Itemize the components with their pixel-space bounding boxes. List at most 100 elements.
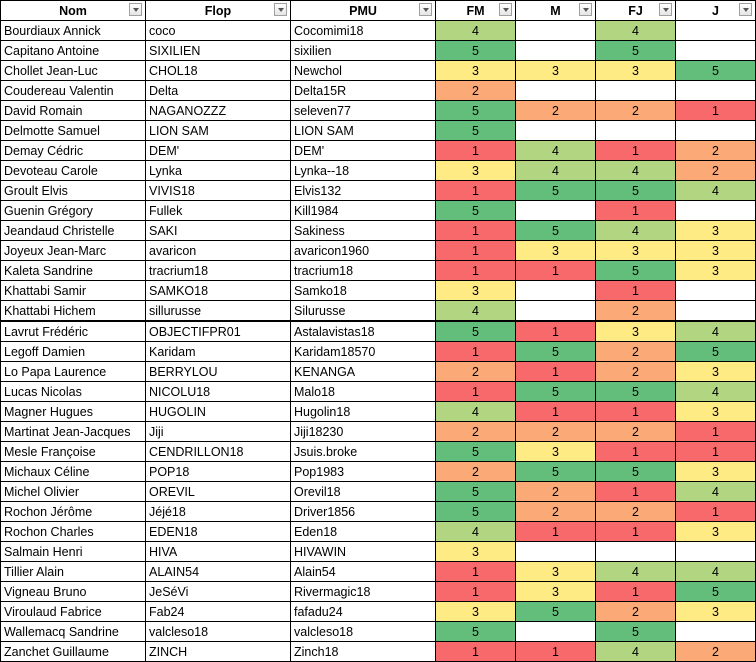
cell-m[interactable]: 2 bbox=[515, 501, 596, 522]
cell-pmu[interactable]: LION SAM bbox=[290, 120, 436, 141]
cell-nom[interactable]: Salmain Henri bbox=[0, 541, 146, 562]
cell-nom[interactable]: Tillier Alain bbox=[0, 561, 146, 582]
cell-pmu[interactable]: Jiji18230 bbox=[290, 421, 436, 442]
cell-nom[interactable]: Wallemacq Sandrine bbox=[0, 621, 146, 642]
cell-j[interactable]: 2 bbox=[675, 160, 756, 181]
cell-m[interactable]: 1 bbox=[515, 401, 596, 422]
cell-j[interactable] bbox=[675, 200, 756, 221]
cell-m[interactable]: 3 bbox=[515, 60, 596, 81]
cell-j[interactable] bbox=[675, 621, 756, 642]
cell-m[interactable]: 1 bbox=[515, 361, 596, 382]
cell-fj[interactable]: 2 bbox=[595, 341, 676, 362]
cell-j[interactable] bbox=[675, 20, 756, 41]
cell-j[interactable]: 3 bbox=[675, 601, 756, 622]
cell-j[interactable]: 4 bbox=[675, 381, 756, 402]
cell-fj[interactable]: 5 bbox=[595, 381, 676, 402]
cell-nom[interactable]: Jeandaud Christelle bbox=[0, 220, 146, 241]
cell-fj[interactable]: 5 bbox=[595, 461, 676, 482]
cell-flop[interactable]: JeSéVi bbox=[145, 581, 291, 602]
cell-fm[interactable]: 5 bbox=[435, 320, 516, 342]
cell-m[interactable] bbox=[515, 120, 596, 141]
cell-fj[interactable]: 1 bbox=[595, 200, 676, 221]
cell-nom[interactable]: Khattabi Samir bbox=[0, 280, 146, 301]
cell-fj[interactable]: 4 bbox=[595, 20, 676, 41]
cell-fj[interactable]: 2 bbox=[595, 361, 676, 382]
cell-j[interactable]: 2 bbox=[675, 641, 756, 662]
cell-m[interactable]: 3 bbox=[515, 240, 596, 261]
cell-flop[interactable]: CENDRILLON18 bbox=[145, 441, 291, 462]
cell-nom[interactable]: Legoff Damien bbox=[0, 341, 146, 362]
cell-pmu[interactable]: Sakiness bbox=[290, 220, 436, 241]
cell-fm[interactable]: 1 bbox=[435, 260, 516, 281]
cell-m[interactable]: 5 bbox=[515, 601, 596, 622]
cell-fj[interactable]: 1 bbox=[595, 521, 676, 542]
cell-j[interactable]: 3 bbox=[675, 401, 756, 422]
cell-nom[interactable]: David Romain bbox=[0, 100, 146, 121]
cell-fj[interactable]: 1 bbox=[595, 401, 676, 422]
cell-j[interactable]: 2 bbox=[675, 140, 756, 161]
cell-flop[interactable]: Karidam bbox=[145, 341, 291, 362]
cell-fm[interactable]: 4 bbox=[435, 521, 516, 542]
cell-pmu[interactable]: Karidam18570 bbox=[290, 341, 436, 362]
cell-pmu[interactable]: Driver1856 bbox=[290, 501, 436, 522]
filter-dropdown-icon[interactable] bbox=[739, 3, 752, 16]
cell-fj[interactable]: 1 bbox=[595, 481, 676, 502]
cell-nom[interactable]: Delmotte Samuel bbox=[0, 120, 146, 141]
cell-j[interactable]: 1 bbox=[675, 441, 756, 462]
cell-pmu[interactable]: sixilien bbox=[290, 40, 436, 61]
cell-pmu[interactable]: avaricon1960 bbox=[290, 240, 436, 261]
cell-flop[interactable]: sillurusse bbox=[145, 300, 291, 322]
cell-pmu[interactable]: Malo18 bbox=[290, 381, 436, 402]
cell-j[interactable]: 1 bbox=[675, 501, 756, 522]
cell-nom[interactable]: Khattabi Hichem bbox=[0, 300, 146, 322]
cell-fj[interactable]: 2 bbox=[595, 100, 676, 121]
cell-flop[interactable]: Fab24 bbox=[145, 601, 291, 622]
cell-nom[interactable]: Mesle Françoise bbox=[0, 441, 146, 462]
cell-nom[interactable]: Vigneau Bruno bbox=[0, 581, 146, 602]
cell-pmu[interactable]: Kill1984 bbox=[290, 200, 436, 221]
cell-m[interactable]: 5 bbox=[515, 180, 596, 201]
cell-fj[interactable]: 4 bbox=[595, 561, 676, 582]
cell-fj[interactable]: 3 bbox=[595, 240, 676, 261]
cell-fm[interactable]: 1 bbox=[435, 561, 516, 582]
cell-m[interactable]: 1 bbox=[515, 260, 596, 281]
cell-fm[interactable]: 5 bbox=[435, 481, 516, 502]
cell-flop[interactable]: DEM' bbox=[145, 140, 291, 161]
cell-fj[interactable]: 5 bbox=[595, 40, 676, 61]
cell-j[interactable]: 3 bbox=[675, 240, 756, 261]
cell-j[interactable]: 3 bbox=[675, 461, 756, 482]
cell-j[interactable] bbox=[675, 80, 756, 101]
cell-flop[interactable]: CHOL18 bbox=[145, 60, 291, 81]
cell-flop[interactable]: Fullek bbox=[145, 200, 291, 221]
cell-fm[interactable]: 2 bbox=[435, 361, 516, 382]
cell-pmu[interactable]: Alain54 bbox=[290, 561, 436, 582]
cell-fm[interactable]: 1 bbox=[435, 140, 516, 161]
cell-fj[interactable] bbox=[595, 541, 676, 562]
cell-flop[interactable]: ZINCH bbox=[145, 641, 291, 662]
cell-flop[interactable]: LION SAM bbox=[145, 120, 291, 141]
cell-pmu[interactable]: Hugolin18 bbox=[290, 401, 436, 422]
cell-pmu[interactable]: Cocomimi18 bbox=[290, 20, 436, 41]
cell-m[interactable]: 1 bbox=[515, 521, 596, 542]
cell-j[interactable]: 3 bbox=[675, 361, 756, 382]
cell-m[interactable]: 4 bbox=[515, 160, 596, 181]
cell-j[interactable]: 3 bbox=[675, 521, 756, 542]
cell-nom[interactable]: Coudereau Valentin bbox=[0, 80, 146, 101]
cell-fj[interactable]: 5 bbox=[595, 180, 676, 201]
cell-pmu[interactable]: DEM' bbox=[290, 140, 436, 161]
cell-pmu[interactable]: Samko18 bbox=[290, 280, 436, 301]
cell-fj[interactable]: 2 bbox=[595, 421, 676, 442]
cell-nom[interactable]: Lo Papa Laurence bbox=[0, 361, 146, 382]
cell-m[interactable] bbox=[515, 280, 596, 301]
cell-fm[interactable]: 4 bbox=[435, 300, 516, 322]
cell-pmu[interactable]: Zinch18 bbox=[290, 641, 436, 662]
filter-dropdown-icon[interactable] bbox=[579, 3, 592, 16]
cell-pmu[interactable]: Orevil18 bbox=[290, 481, 436, 502]
cell-fm[interactable]: 5 bbox=[435, 200, 516, 221]
cell-nom[interactable]: Rochon Charles bbox=[0, 521, 146, 542]
cell-flop[interactable]: valcleso18 bbox=[145, 621, 291, 642]
cell-j[interactable]: 4 bbox=[675, 561, 756, 582]
cell-flop[interactable]: BERRYLOU bbox=[145, 361, 291, 382]
cell-fm[interactable]: 1 bbox=[435, 381, 516, 402]
cell-pmu[interactable]: seleven77 bbox=[290, 100, 436, 121]
